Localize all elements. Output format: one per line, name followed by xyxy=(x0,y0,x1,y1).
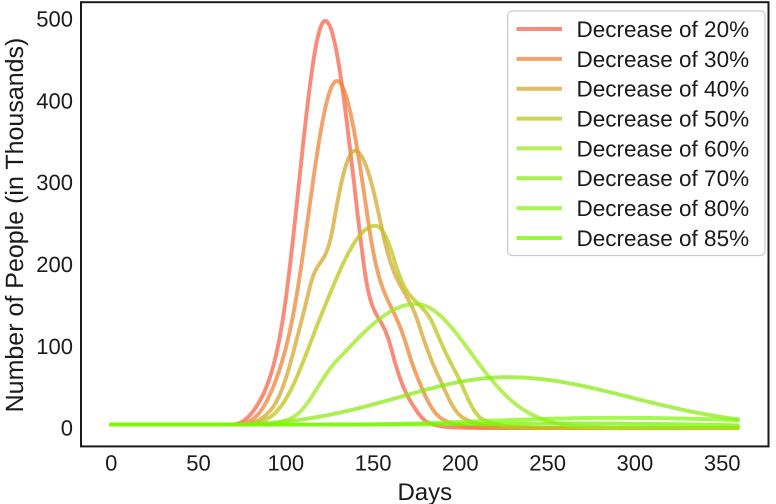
svg-text:300: 300 xyxy=(36,170,73,195)
svg-text:Decrease of 70%: Decrease of 70% xyxy=(577,166,750,191)
svg-text:100: 100 xyxy=(267,450,304,475)
svg-text:100: 100 xyxy=(36,334,73,359)
svg-text:Decrease of 40%: Decrease of 40% xyxy=(577,77,750,102)
svg-text:300: 300 xyxy=(617,450,654,475)
svg-text:Decrease of 30%: Decrease of 30% xyxy=(577,47,750,72)
svg-text:500: 500 xyxy=(36,7,73,32)
svg-text:Decrease of 50%: Decrease of 50% xyxy=(577,107,750,132)
svg-text:200: 200 xyxy=(442,450,479,475)
svg-text:0: 0 xyxy=(61,416,73,441)
svg-text:Days: Days xyxy=(397,479,452,504)
svg-text:250: 250 xyxy=(529,450,566,475)
svg-text:50: 50 xyxy=(186,450,210,475)
svg-text:Decrease of 80%: Decrease of 80% xyxy=(577,196,750,221)
svg-text:Number of People (in Thousands: Number of People (in Thousands) xyxy=(1,38,29,413)
svg-text:150: 150 xyxy=(355,450,392,475)
svg-text:0: 0 xyxy=(105,450,117,475)
svg-text:Decrease of 85%: Decrease of 85% xyxy=(577,226,750,251)
svg-text:400: 400 xyxy=(36,88,73,113)
svg-text:200: 200 xyxy=(36,252,73,277)
svg-text:350: 350 xyxy=(704,450,741,475)
svg-text:Decrease of 60%: Decrease of 60% xyxy=(577,136,750,161)
svg-text:Decrease of 20%: Decrease of 20% xyxy=(577,17,750,42)
